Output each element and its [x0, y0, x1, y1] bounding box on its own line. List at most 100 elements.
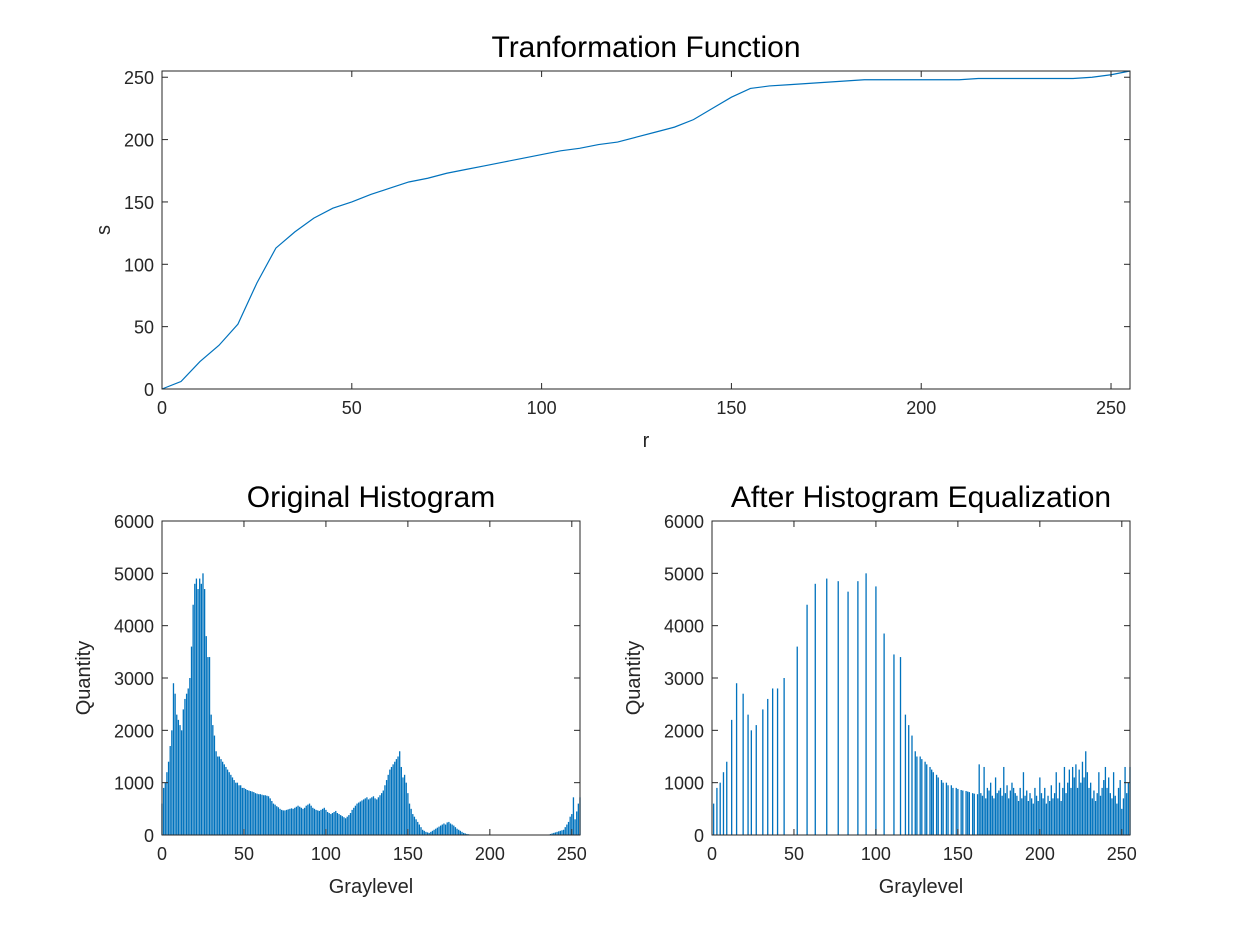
- bar: [343, 817, 345, 835]
- y-tick-label: 2000: [664, 721, 704, 741]
- bar: [392, 764, 394, 835]
- bar: [428, 832, 430, 835]
- bar: [353, 807, 355, 835]
- bar: [369, 798, 371, 835]
- bar: [294, 807, 296, 835]
- bar: [281, 809, 283, 835]
- x-tick-label: 250: [1107, 844, 1137, 864]
- y-tick-label: 100: [124, 255, 154, 275]
- bar: [947, 785, 949, 835]
- bar: [1032, 803, 1034, 835]
- bar: [1104, 766, 1107, 835]
- x-tick-label: 0: [157, 398, 167, 418]
- bar: [929, 766, 931, 835]
- bar: [325, 809, 327, 835]
- y-tick-label: 250: [124, 68, 154, 88]
- bar: [562, 829, 565, 835]
- bar: [162, 787, 165, 835]
- bar: [981, 795, 984, 835]
- bar: [935, 774, 938, 835]
- bar: [167, 761, 170, 835]
- bar: [240, 785, 242, 835]
- x-tick-label: 250: [557, 844, 587, 864]
- bar: [208, 657, 211, 835]
- bar: [726, 761, 728, 835]
- bar: [290, 808, 293, 835]
- bar: [750, 730, 752, 835]
- bar: [302, 808, 304, 835]
- bar: [986, 787, 989, 835]
- bar: [328, 813, 330, 835]
- bar: [577, 803, 580, 835]
- bar: [924, 761, 926, 835]
- bar: [402, 777, 404, 835]
- bar: [1085, 751, 1087, 835]
- bar: [1016, 795, 1018, 835]
- bar: [942, 782, 944, 835]
- bar: [449, 823, 452, 835]
- bar: [973, 793, 975, 835]
- bar: [926, 764, 928, 835]
- bar: [420, 827, 422, 835]
- bar: [1103, 780, 1105, 835]
- y-tick-label: 3000: [664, 669, 704, 689]
- bar: [719, 782, 721, 835]
- bar: [315, 809, 317, 835]
- x-tick-label: 50: [784, 844, 804, 864]
- bar: [182, 709, 184, 835]
- bar: [202, 573, 204, 835]
- y-tick-label: 0: [694, 826, 704, 846]
- bar: [1116, 803, 1118, 835]
- bar: [400, 766, 402, 835]
- bar: [762, 709, 764, 835]
- y-tick-label: 1000: [664, 774, 704, 794]
- bar: [960, 789, 962, 835]
- bar: [461, 831, 463, 835]
- bar: [549, 833, 552, 835]
- bar: [991, 795, 993, 835]
- bar: [410, 808, 412, 835]
- x-tick-label: 0: [707, 844, 717, 864]
- bar: [359, 801, 362, 835]
- bar: [207, 657, 209, 835]
- bar: [213, 735, 216, 835]
- bar: [253, 792, 255, 835]
- bar: [418, 824, 421, 835]
- x-axis-label: Graylevel: [879, 876, 963, 898]
- bar: [308, 803, 311, 835]
- bar: [1088, 787, 1090, 835]
- bar: [1021, 798, 1023, 835]
- bar: [408, 803, 411, 835]
- bar: [249, 791, 252, 835]
- bar: [996, 793, 998, 835]
- bar: [292, 808, 294, 835]
- bar: [1117, 787, 1120, 835]
- chart-title: After Histogram Equalization: [731, 481, 1111, 514]
- bar: [277, 807, 280, 835]
- bar: [1126, 793, 1128, 835]
- bar: [226, 769, 229, 835]
- y-tick-label: 50: [134, 318, 154, 338]
- bar: [399, 751, 401, 835]
- bar: [251, 791, 253, 835]
- bar: [384, 785, 386, 835]
- bar: [246, 789, 248, 835]
- bar: [1109, 793, 1111, 835]
- bar: [326, 811, 329, 835]
- bar: [341, 816, 343, 835]
- x-tick-label: 150: [943, 844, 973, 864]
- y-tick-label: 1000: [114, 774, 154, 794]
- bar: [376, 799, 378, 835]
- bar: [826, 578, 828, 835]
- bar: [1122, 798, 1125, 835]
- bar: [231, 777, 234, 835]
- bar: [299, 806, 301, 835]
- bar: [574, 819, 576, 835]
- bar: [1091, 798, 1093, 835]
- bar: [356, 803, 358, 835]
- bar: [556, 831, 558, 835]
- bar: [425, 831, 427, 835]
- bar: [444, 824, 447, 835]
- bar: [564, 827, 566, 835]
- bar: [1076, 787, 1079, 835]
